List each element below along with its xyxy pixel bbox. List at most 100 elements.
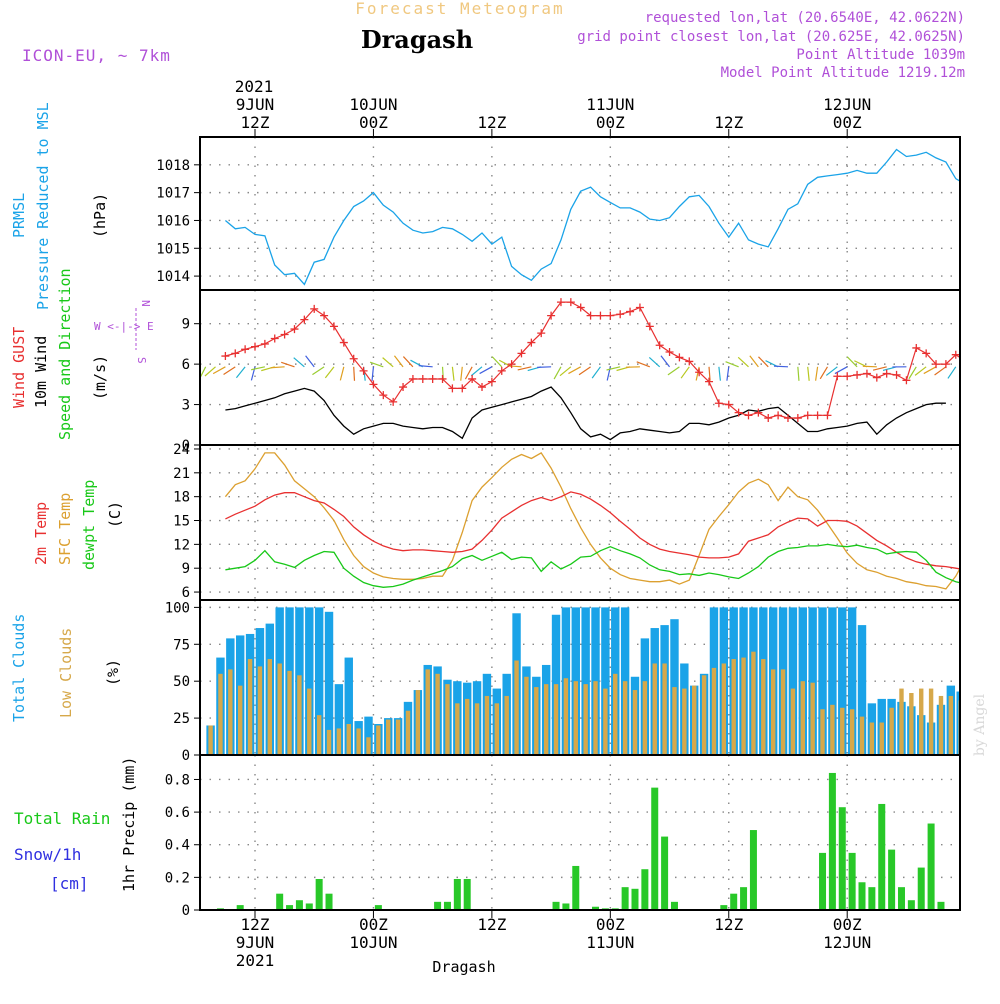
wind-direction-arrow [419, 366, 433, 367]
top-date-label: 11JUN [586, 95, 634, 114]
rain-bar [276, 894, 283, 910]
rain-bar [898, 887, 905, 910]
bottom-date-label: 12JUN [823, 933, 871, 952]
wind-direction-arrow [537, 367, 551, 368]
wind-gust-point [754, 409, 762, 417]
wind-direction-arrow [306, 356, 315, 367]
wind-direction-arrow [372, 367, 373, 381]
wind-gust-point [656, 341, 664, 349]
wind-direction-arrow [661, 356, 670, 367]
low-clouds-bar [583, 684, 587, 755]
low-clouds-bar [574, 681, 578, 755]
wind-gust-point [764, 414, 772, 422]
wind-series-group [199, 298, 1000, 439]
top-date-label: 9JUN [236, 95, 275, 114]
wind-gust-point [823, 411, 831, 419]
temp-ytick-label: 15 [173, 514, 190, 530]
low-clouds-bar [445, 684, 449, 755]
total-clouds-bar [996, 692, 1000, 755]
wind-gust-point [429, 375, 437, 383]
wind-direction-arrow [281, 362, 294, 366]
wind-direction-arrow [312, 367, 324, 375]
low-clouds-bar [672, 687, 676, 755]
top-hour-label: 12Z [477, 113, 506, 132]
wind-gust-point [981, 398, 989, 406]
top-hour-label: 12Z [714, 113, 743, 132]
wind-gust-label: Wind GUST [10, 327, 28, 408]
rain-bar [918, 868, 925, 910]
clouds-ytick-label: 0 [182, 748, 190, 764]
wind-direction-arrow [798, 367, 799, 381]
low-clouds-bar [356, 728, 360, 755]
wind-direction-arrow [726, 362, 739, 367]
wind-gust-point [912, 344, 920, 352]
rain-bar [878, 804, 885, 910]
rain-bar [553, 902, 560, 910]
top-hour-label: 00Z [359, 113, 388, 132]
low-clouds-bar [327, 730, 331, 755]
wind-direction-arrow [816, 367, 818, 381]
low-clouds-bar [731, 659, 735, 755]
rain-bar [671, 902, 678, 910]
rain-bar [868, 887, 875, 910]
wind-gust-point [893, 371, 901, 379]
rain-bar [750, 830, 757, 910]
low-clouds-bar [386, 720, 390, 755]
wind-direction-arrow [354, 367, 355, 381]
wind-direction-arrow [465, 367, 472, 379]
low-clouds-bar [406, 711, 410, 755]
low-clouds-bar [653, 663, 657, 755]
wind-direction-arrow [826, 367, 837, 376]
bottom-date-label: 9JUN [236, 933, 275, 952]
wind-gust-point [843, 372, 851, 380]
wind-direction-arrow [236, 367, 245, 378]
rain-bar [316, 879, 323, 910]
precip-frame [200, 755, 960, 910]
precip-panel-labels: Total Rain Snow/1h [cm] 1hr Precip (mm) [14, 757, 138, 893]
low-clouds-bar [939, 696, 943, 755]
rain-bar [464, 879, 471, 910]
temp-dewpt-label: dewpt Temp [80, 480, 98, 570]
low-clouds-bar [475, 703, 479, 755]
pressure-ytick-label: 1018 [156, 158, 190, 174]
low-clouds-bar [248, 659, 252, 755]
top-date-label: 12JUN [823, 95, 871, 114]
wind-direction-arrow [554, 367, 561, 379]
temp-ytick-label: 6 [182, 585, 190, 601]
wind-gust-point [281, 330, 289, 338]
rain-bar [888, 850, 895, 910]
low-clouds-bar [613, 674, 617, 755]
low-clouds-bar [603, 689, 607, 755]
low-clouds-bar [228, 669, 232, 755]
low-clouds-bar [880, 723, 884, 755]
wind-gust-point [784, 414, 792, 422]
top-hour-label: 00Z [596, 113, 625, 132]
wind-direction-arrow [649, 357, 659, 366]
wind-10m-label: 10m Wind [32, 336, 50, 408]
low-clouds-bar [692, 686, 696, 755]
wind-direction-arrow [471, 367, 482, 376]
wind-gust-point [221, 352, 229, 360]
low-clouds-bar [889, 708, 893, 755]
low-clouds-bar [702, 675, 706, 755]
plot-panels: 1014101510161017101803696912151821240255… [156, 137, 1000, 919]
bottom-caption: Dragash [432, 958, 495, 976]
low-clouds-bar [465, 699, 469, 755]
low-clouds-bar [366, 737, 370, 755]
top-year-label: 2021 [235, 77, 274, 96]
low-clouds-bar [277, 663, 281, 755]
low-clouds-bar [218, 674, 222, 755]
wind-gust-point [853, 371, 861, 379]
low-clouds-bar [722, 663, 726, 755]
clouds-panel-labels: Total Clouds Low Clouds (%) [10, 614, 122, 722]
low-clouds-bar [426, 669, 430, 755]
low-clouds-bar [899, 689, 903, 755]
low-clouds-bar [791, 689, 795, 755]
top-hour-label: 00Z [833, 113, 862, 132]
wind-ytick-label: 3 [182, 398, 190, 414]
